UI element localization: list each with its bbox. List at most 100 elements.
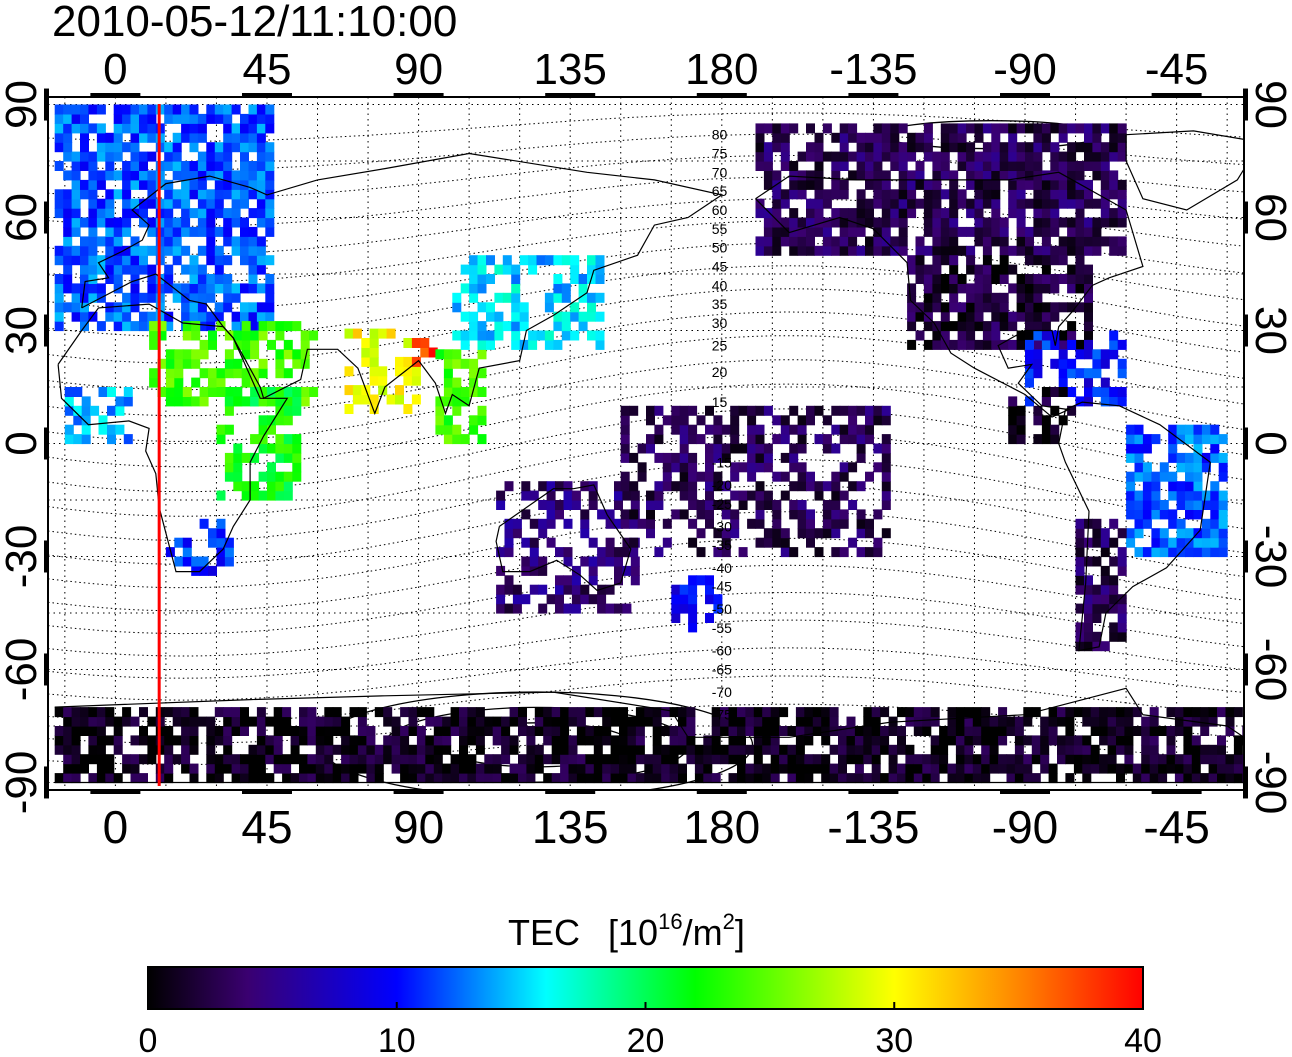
colorbar-tick-label: 0 bbox=[139, 1022, 158, 1057]
tec-cell bbox=[224, 547, 234, 558]
tec-cell bbox=[763, 462, 773, 473]
tec-cell bbox=[1208, 763, 1218, 774]
tec-cell bbox=[1041, 387, 1051, 397]
tec-cell bbox=[256, 123, 266, 134]
tec-cell bbox=[1033, 311, 1043, 322]
tec-cell bbox=[814, 161, 824, 171]
tec-cell bbox=[248, 321, 258, 332]
magnetic-latitude-label: 80 bbox=[712, 127, 728, 143]
tec-cell bbox=[425, 716, 435, 727]
tec-cell bbox=[181, 161, 191, 171]
tec-cell bbox=[1084, 622, 1093, 633]
tec-cell bbox=[80, 104, 89, 115]
tec-cell bbox=[1166, 754, 1176, 765]
tec-cell bbox=[191, 396, 201, 407]
tec-cell bbox=[1058, 255, 1068, 266]
tec-cell bbox=[248, 744, 258, 755]
tec-cell bbox=[248, 773, 258, 784]
tec-cell bbox=[1040, 726, 1050, 736]
tec-cell bbox=[1116, 716, 1125, 727]
tec-cell bbox=[1100, 584, 1110, 595]
tec-cell bbox=[165, 377, 175, 388]
tec-cell bbox=[64, 387, 74, 397]
latitude-tick-label: 30 bbox=[0, 306, 46, 355]
tec-cell bbox=[233, 481, 243, 492]
tec-cell bbox=[452, 302, 462, 313]
tec-cell bbox=[949, 302, 959, 313]
tec-cell bbox=[1058, 123, 1068, 134]
tec-cell bbox=[999, 302, 1009, 313]
tec-cell bbox=[576, 735, 586, 746]
tec-cell bbox=[696, 434, 706, 445]
tec-cell bbox=[614, 603, 623, 614]
tec-cell bbox=[1117, 594, 1127, 605]
tec-cell bbox=[374, 763, 384, 774]
tec-cell bbox=[283, 339, 293, 350]
longitude-tick-label: -135 bbox=[829, 45, 917, 94]
tec-cell bbox=[309, 330, 319, 341]
tec-cell bbox=[804, 763, 814, 774]
tec-cell bbox=[1075, 226, 1085, 237]
tec-cell bbox=[1033, 189, 1043, 200]
tec-cell bbox=[197, 716, 207, 727]
tec-cell bbox=[940, 170, 950, 181]
tec-cell bbox=[585, 707, 595, 718]
tec-cell bbox=[568, 744, 578, 755]
tec-cell bbox=[309, 387, 319, 397]
tec-cell bbox=[528, 330, 538, 341]
tec-cell bbox=[939, 763, 949, 774]
tec-cell bbox=[538, 603, 548, 614]
tec-cell bbox=[164, 198, 174, 209]
tec-cell bbox=[932, 226, 942, 237]
tec-cell bbox=[1050, 311, 1060, 322]
tec-cell bbox=[551, 744, 561, 755]
tec-cell bbox=[224, 358, 234, 369]
tec-cell bbox=[940, 255, 950, 266]
tec-cell bbox=[182, 556, 192, 567]
tec-cell bbox=[113, 274, 123, 284]
tec-cell bbox=[1041, 245, 1051, 256]
tec-cell bbox=[224, 471, 234, 482]
tec-cell bbox=[1126, 500, 1136, 510]
tec-cell bbox=[568, 716, 578, 727]
tec-cell bbox=[197, 179, 207, 190]
tec-cell bbox=[806, 537, 815, 548]
tec-cell bbox=[1124, 726, 1134, 736]
tec-cell bbox=[54, 123, 64, 134]
tec-cell bbox=[1058, 339, 1068, 350]
tec-cell bbox=[1210, 434, 1220, 445]
tec-cell bbox=[1075, 302, 1085, 313]
tec-cell bbox=[241, 321, 251, 332]
tec-cell bbox=[315, 716, 325, 727]
tec-cell bbox=[433, 744, 443, 755]
tec-cell bbox=[1210, 424, 1220, 435]
longitude-tick-label: 90 bbox=[394, 45, 443, 94]
tec-cell bbox=[863, 744, 873, 755]
tec-cell bbox=[940, 226, 950, 237]
tec-cell bbox=[403, 366, 413, 377]
tec-cell bbox=[223, 189, 233, 200]
tec-cell bbox=[922, 726, 932, 736]
tec-cell bbox=[250, 330, 260, 341]
tec-cell bbox=[191, 556, 201, 567]
tec-cell bbox=[1041, 208, 1051, 219]
tec-cell bbox=[282, 754, 292, 765]
tec-cell bbox=[1117, 245, 1127, 256]
colorbar-units-exp: 16 bbox=[658, 909, 682, 934]
tec-cell bbox=[105, 198, 115, 209]
tec-cell bbox=[814, 490, 824, 501]
tec-cell bbox=[728, 744, 738, 755]
tec-cell bbox=[1041, 170, 1051, 181]
tec-cell bbox=[130, 179, 140, 190]
tec-cell bbox=[484, 726, 494, 736]
tec-cell bbox=[570, 264, 580, 275]
tec-cell bbox=[181, 763, 191, 774]
tec-cell bbox=[240, 217, 249, 228]
tec-cell bbox=[806, 217, 815, 228]
tec-cell bbox=[526, 735, 536, 746]
tec-cell bbox=[806, 123, 815, 134]
tec-cell bbox=[63, 264, 73, 275]
tec-cell bbox=[780, 198, 790, 209]
tec-cell bbox=[1033, 405, 1043, 416]
tec-cell bbox=[189, 142, 199, 153]
